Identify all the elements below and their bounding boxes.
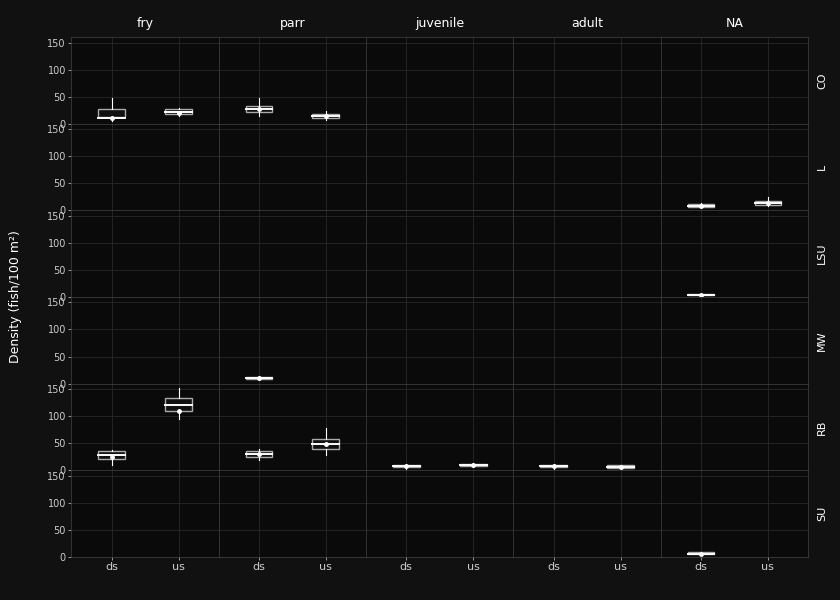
Bar [754, 200, 781, 205]
Bar [687, 204, 714, 206]
Bar [98, 451, 125, 460]
Text: adult: adult [571, 17, 603, 29]
Text: MW: MW [817, 330, 827, 350]
Bar [607, 466, 634, 468]
Text: L: L [817, 164, 827, 170]
Bar [687, 553, 714, 554]
Text: CO: CO [817, 72, 827, 89]
Text: Density (fish/100 m²): Density (fish/100 m²) [8, 230, 22, 364]
Bar [687, 294, 714, 295]
Bar [312, 113, 339, 118]
Text: RB: RB [817, 419, 827, 434]
Bar [245, 377, 272, 379]
Text: juvenile: juvenile [415, 17, 465, 29]
Bar [540, 465, 567, 467]
Text: NA: NA [726, 17, 743, 29]
Bar [393, 465, 420, 467]
Bar [312, 439, 339, 449]
Text: SU: SU [817, 506, 827, 521]
Text: fry: fry [137, 17, 154, 29]
Bar [165, 109, 192, 113]
Bar [245, 451, 272, 457]
Bar [245, 106, 272, 112]
Bar [98, 109, 125, 118]
Text: LSU: LSU [817, 243, 827, 265]
Text: parr: parr [280, 17, 305, 29]
Bar [165, 398, 192, 410]
Bar [459, 464, 486, 466]
